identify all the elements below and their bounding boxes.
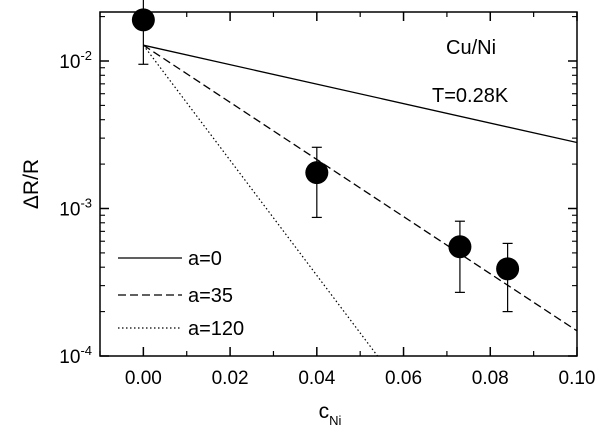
y-axis-label: ΔR/R: [20, 159, 43, 209]
legend-label: a=0: [188, 248, 222, 270]
data-point: [131, 8, 155, 32]
x-tick-label: 0.02: [212, 368, 249, 389]
data-points: [131, 0, 520, 313]
y-tick-label: 10-2: [59, 48, 92, 73]
legend-label: a=35: [188, 285, 233, 307]
x-tick-label: 0.06: [385, 368, 422, 389]
axis-tick-labels: 0.00 0.02 0.04 0.06 0.08 0.10 10-2 10-3 10-4: [59, 48, 595, 389]
y-tick-label: 10-3: [59, 196, 92, 221]
x-tick-label: 0.04: [298, 368, 335, 389]
model-curves: [142, 44, 577, 356]
data-point: [448, 235, 472, 259]
x-tick-label: 0.00: [125, 368, 162, 389]
x-axis-label: cNi: [319, 400, 342, 428]
legend: a=0 a=35 a=120: [118, 248, 244, 340]
x-axis-label-subscript: Ni: [329, 413, 341, 428]
data-point: [496, 257, 520, 281]
curve-a-35: [143, 44, 577, 332]
curve-a-120: [142, 44, 379, 356]
axis-ticks: [99, 12, 578, 357]
curve-a-0: [143, 44, 577, 144]
data-point: [305, 161, 329, 185]
annotation-temperature: T=0.28K: [432, 85, 509, 107]
annotation-material: Cu/Ni: [446, 37, 496, 59]
legend-label: a=120: [188, 318, 244, 340]
x-axis-label-main: c: [319, 400, 330, 423]
plot-frame: [99, 11, 578, 357]
y-tick-label: 10-4: [59, 343, 92, 368]
x-tick-label: 0.08: [472, 368, 509, 389]
x-tick-label: 0.10: [559, 368, 596, 389]
